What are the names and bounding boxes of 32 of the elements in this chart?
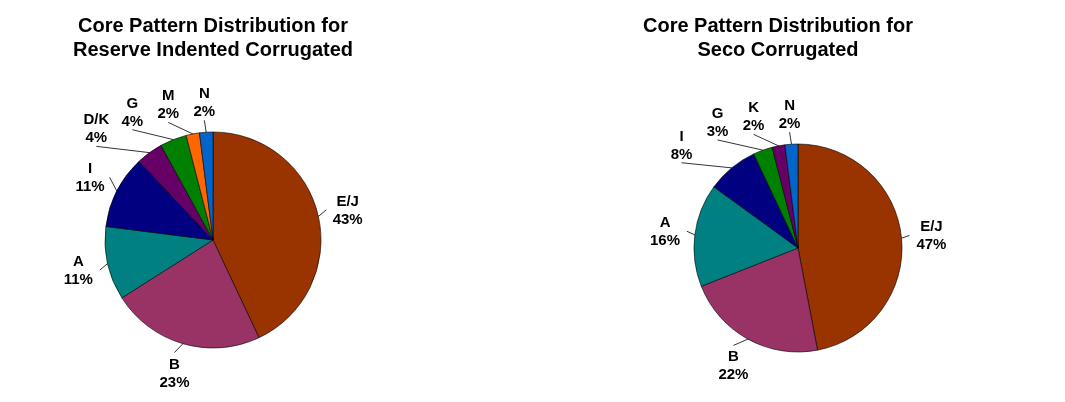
slice-label: M <box>162 86 175 104</box>
data-label: 16% <box>650 231 681 249</box>
chart-title: Core Pattern Distribution for Seco Corrugated <box>642 14 914 60</box>
slice-label: B <box>728 347 740 365</box>
data-label: 8% <box>670 144 693 162</box>
data-label: 47% <box>916 235 947 253</box>
slice-label: B <box>169 354 181 372</box>
data-label: 43% <box>332 209 363 227</box>
data-label: 11% <box>63 270 93 288</box>
slice-label: N <box>198 84 210 102</box>
slice-label: K <box>748 98 760 116</box>
data-label: 23% <box>159 372 190 390</box>
slice-label: D/K <box>83 110 110 128</box>
data-label: 11% <box>75 177 105 195</box>
data-label: 4% <box>121 111 144 129</box>
slice-label: I <box>87 159 93 177</box>
data-label: 2% <box>193 102 216 120</box>
data-label: 22% <box>718 365 749 383</box>
data-label: 2% <box>778 114 801 132</box>
slice-label: G <box>711 103 724 121</box>
slice-label: G <box>126 93 139 111</box>
data-label: 2% <box>742 116 765 134</box>
data-label: 3% <box>706 121 729 139</box>
slice-label: N <box>784 96 796 114</box>
data-label: 4% <box>85 128 108 146</box>
chart-title: Core Pattern Distribution for Reserve Indented Corrugated <box>72 14 354 60</box>
data-label: 2% <box>157 104 180 122</box>
slice-label: E/J <box>920 217 943 235</box>
slice-label: I <box>679 126 684 144</box>
slice-label: A <box>72 252 84 270</box>
slice-label: E/J <box>336 191 359 209</box>
slice-label: A <box>659 213 671 231</box>
